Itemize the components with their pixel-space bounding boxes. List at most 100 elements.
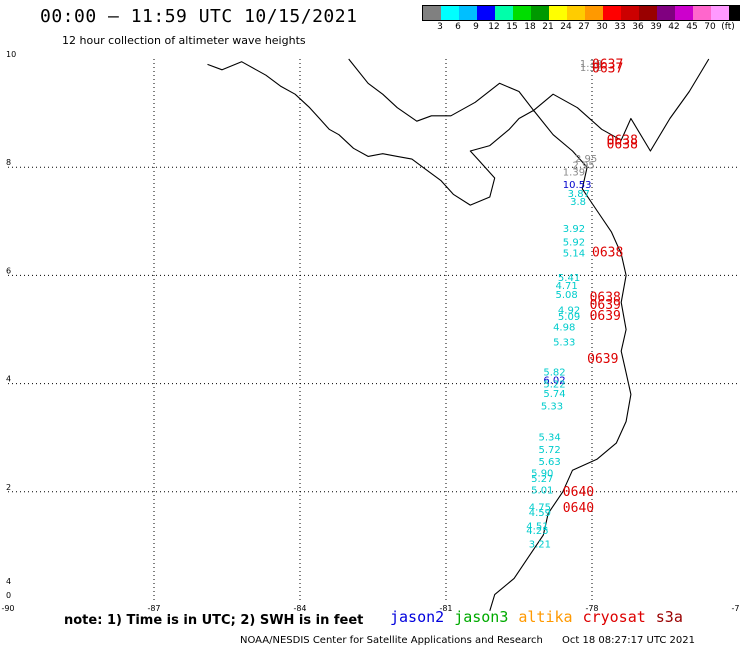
color-scale-label: 45 <box>686 22 698 32</box>
color-swatch <box>585 6 603 20</box>
wave-height-value: 5.72 <box>538 445 560 456</box>
wave-height-value: 3.92 <box>563 224 585 235</box>
units-note: note: 1) Time is in UTC; 2) SWH is in fe… <box>64 613 364 628</box>
wave-height-value: 5.63 <box>538 457 560 468</box>
credit-text: NOAA/NESDIS Center for Satellite Applica… <box>240 635 543 646</box>
color-swatch <box>495 6 513 20</box>
color-scale-label: 39 <box>650 22 662 32</box>
wave-height-value: 5.27 <box>531 474 553 485</box>
color-scale-label: 24 <box>560 22 572 32</box>
color-swatch <box>477 6 495 20</box>
satellite-legend-item: jason3 <box>454 608 509 626</box>
color-scale-label: 70 <box>704 22 716 32</box>
color-scale-label: 3 <box>437 22 443 32</box>
wave-height-value: 4.59 <box>529 508 551 519</box>
wave-height-value: 3.87 <box>568 189 590 200</box>
wave-height-value: 4.51 <box>526 522 548 533</box>
wave-height-value: 5.82 <box>543 367 565 378</box>
wave-height-value: 4.25 <box>526 526 548 537</box>
wave-height-value: 5.14 <box>563 248 585 259</box>
wave-height-value: 3.8 <box>570 197 586 208</box>
color-swatch <box>603 6 621 20</box>
satellite-legend: jason2 jason3 altika cryosat s3a <box>390 608 693 626</box>
wave-height-value: 5.92 <box>563 238 585 249</box>
color-swatch <box>567 6 585 20</box>
color-swatch <box>729 6 740 20</box>
longitude-tick-label: -78 <box>585 604 598 613</box>
wave-height-value: 6.02 <box>543 376 565 387</box>
pass-time-label: 0639 <box>590 298 621 313</box>
color-scale-label: 9 <box>473 22 479 32</box>
satellite-legend-item: jason2 <box>390 608 445 626</box>
pass-time-label: 0640 <box>563 501 594 516</box>
subtitle: 12 hour collection of altimeter wave hei… <box>62 34 306 47</box>
pass-time-label: 0638 <box>607 133 638 148</box>
latitude-tick-label: 2 <box>6 483 11 492</box>
wave-height-value: 5.34 <box>538 432 560 443</box>
color-swatch <box>657 6 675 20</box>
wave-height-value: 3.21 <box>529 540 551 551</box>
wave-height-value: 5.33 <box>541 402 563 413</box>
color-scale-label: 30 <box>596 22 608 32</box>
color-scale-label: 6 <box>455 22 461 32</box>
wave-height-value: 10.53 <box>563 180 592 191</box>
wave-height-value: 5.90 <box>531 469 553 480</box>
color-swatch <box>621 6 639 20</box>
wave-height-value: 5.74 <box>543 389 565 400</box>
wave-height-value: 4.71 <box>556 281 578 292</box>
wave-height-value: 5.41 <box>558 273 580 284</box>
pass-time-label: 0640 <box>563 485 594 500</box>
color-swatch <box>711 6 729 20</box>
latitude-tick-label: 10 <box>6 50 16 59</box>
map-axis-ticks: -90 -87 -84 -81 -78 -75 0 2 4 6 8 10 4 <box>1 50 740 613</box>
footer-credit: NOAA/NESDIS Center for Satellite Applica… <box>240 635 711 646</box>
pass-time-label: 0638 <box>592 245 623 260</box>
wave-height-value: 2.95 <box>573 160 595 171</box>
pass-time-label: 0638 <box>590 290 621 305</box>
color-scale-label: 42 <box>668 22 680 32</box>
wave-height-value: 1.38 <box>580 59 602 70</box>
pass-time-label: 0637 <box>592 62 623 77</box>
color-scale-label: 27 <box>578 22 590 32</box>
longitude-tick-label: -84 <box>293 604 306 613</box>
coastline <box>207 58 710 611</box>
color-scale-labels: 3 6 9 12 15 18 21 24 27 30 33 36 39 42 45 70 (ft) <box>422 22 740 34</box>
color-swatch <box>531 6 549 20</box>
latitude-minor-label: 4 <box>6 577 11 586</box>
wave-height-value: 1.32 <box>580 63 602 74</box>
pass-time-label: 0639 <box>587 352 618 367</box>
color-scale-label: 18 <box>524 22 536 32</box>
wave-height-value: 5.09 <box>558 312 580 323</box>
color-scale-label: 33 <box>614 22 626 32</box>
wave-height-value: 2.95 <box>575 154 597 165</box>
latitude-tick-label: 0 <box>6 591 11 600</box>
color-scale-label: 12 <box>488 22 500 32</box>
pass-time-label: 0637 <box>592 58 623 73</box>
coastline-segment <box>207 61 632 611</box>
latitude-tick-label: 6 <box>6 266 11 275</box>
latitude-tick-label: 8 <box>6 158 11 167</box>
color-swatch <box>693 6 711 20</box>
generated-timestamp: Oct 18 08:27:17 UTC 2021 <box>562 635 695 646</box>
wave-height-value: 4.92 <box>558 305 580 316</box>
coastline-segment <box>348 58 535 122</box>
color-swatch <box>459 6 477 20</box>
pass-time-label: 0639 <box>590 309 621 324</box>
wave-height-value: 5.33 <box>553 338 575 349</box>
longitude-tick-label: -81 <box>439 604 452 613</box>
page-title: 00:00 – 11:59 UTC 10/15/2021 <box>40 6 358 27</box>
coastline-segment <box>533 58 710 152</box>
longitude-tick-label: -87 <box>147 604 160 613</box>
longitude-tick-label: -90 <box>1 604 14 613</box>
wave-height-value: 4.98 <box>553 323 575 334</box>
satellite-legend-item: altika <box>518 608 573 626</box>
color-scale-label: 21 <box>542 22 554 32</box>
map-grid <box>8 59 738 600</box>
wave-height-value: 5.08 <box>556 290 578 301</box>
wave-height-value: 5.01 <box>531 485 553 496</box>
color-swatch <box>675 6 693 20</box>
satellite-legend-item: cryosat <box>582 608 646 626</box>
color-swatch <box>423 6 441 20</box>
color-swatch <box>513 6 531 20</box>
